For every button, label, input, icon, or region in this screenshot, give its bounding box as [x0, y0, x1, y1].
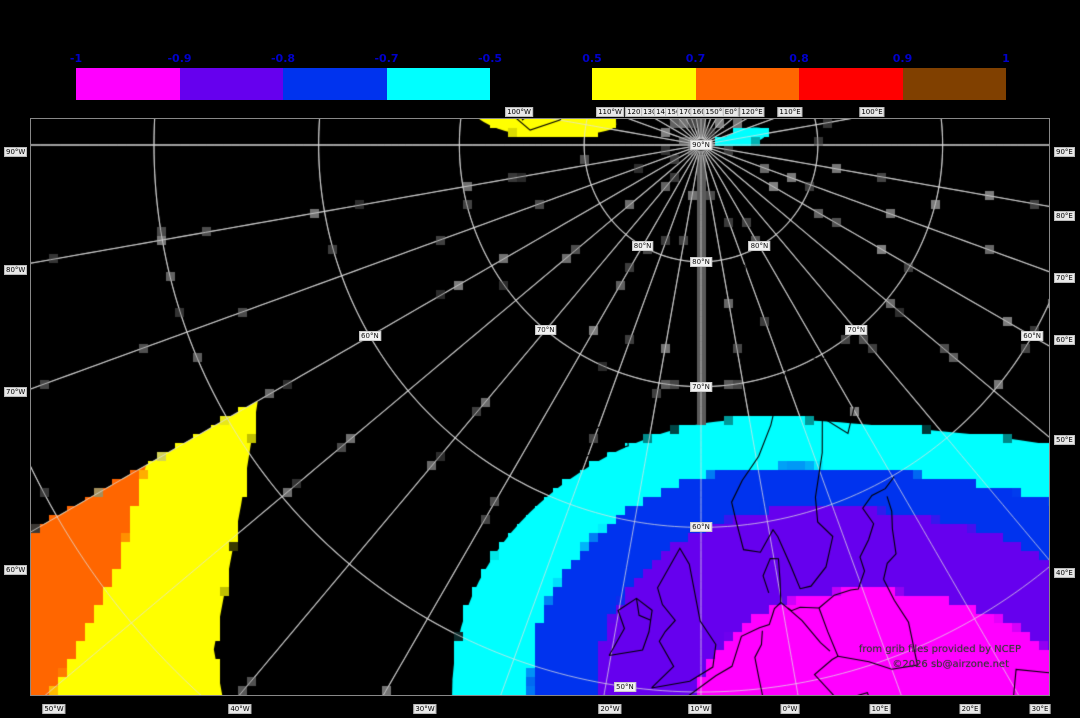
positive-colorbar-segment-2 — [799, 68, 903, 100]
graticule-label-lat-0: 80°N — [631, 241, 654, 252]
positive-tick-2: 0.8 — [789, 52, 809, 65]
positive-colorbar-segment-1 — [695, 68, 799, 100]
axis-label-left-0: 90°W — [4, 147, 28, 157]
axis-label-right-5: 40°E — [1054, 568, 1075, 578]
axis-label-bottom-6: 10°E — [869, 704, 891, 714]
positive-colorbar-segment-0 — [592, 68, 696, 100]
axis-label-bottom-0: 50°W — [42, 704, 66, 714]
axis-label-bottom-1: 40°W — [228, 704, 252, 714]
positive-tick-0: 0.5 — [582, 52, 602, 65]
axis-label-top-1: 110°W — [596, 107, 624, 117]
map-data-canvas — [31, 119, 1049, 695]
graticule-label-lat-8: 60°N — [1021, 331, 1043, 342]
axis-label-bottom-5: 0°W — [780, 704, 800, 714]
negative-colorbar — [76, 68, 490, 100]
axis-label-top-12: 100°E — [859, 107, 885, 117]
graticule-label-lat-4: 70°N — [690, 381, 712, 392]
axis-label-top-11: 110°E — [777, 107, 803, 117]
negative-colorbar-ticks: -1 -0.9 -0.8 -0.7 -0.5 — [70, 52, 502, 66]
axis-label-top-0: 100°W — [505, 107, 533, 117]
positive-colorbar — [592, 68, 1006, 100]
axis-label-right-1: 80°E — [1054, 211, 1075, 221]
negative-tick-2: -0.8 — [270, 52, 296, 65]
attribution-copyright: ©2026 sb@airzone.net — [892, 659, 1009, 670]
axis-label-bottom-3: 20°W — [598, 704, 622, 714]
axis-label-right-4: 50°E — [1054, 435, 1075, 445]
axis-label-top-10: 120°E — [739, 107, 765, 117]
graticule-label-lat-2: 80°N — [748, 241, 771, 252]
negative-colorbar-segment-1 — [179, 68, 283, 100]
axis-label-right-0: 90°E — [1054, 147, 1075, 157]
axis-label-left-1: 80°W — [4, 265, 28, 275]
axis-label-bottom-7: 20°E — [959, 704, 981, 714]
negative-tick-3: -0.7 — [374, 52, 399, 65]
positive-tick-1: 0.7 — [685, 52, 706, 65]
axis-label-bottom-2: 30°W — [413, 704, 437, 714]
negative-colorbar-segment-3 — [386, 68, 490, 100]
axis-label-bottom-4: 10°W — [688, 704, 712, 714]
graticule-label-lat-3: 70°N — [534, 325, 557, 336]
graticule-label-lat-5: 70°N — [845, 325, 868, 336]
graticule-label-lat-6: 60°N — [359, 331, 381, 342]
axis-label-left-3: 60°W — [4, 565, 28, 575]
map-plot-area[interactable]: 90°N 80°N 80°N 80°N 70°N 70°N 70°N 60°N 60°N 60°N… — [30, 118, 1050, 696]
negative-tick-1: -0.9 — [167, 52, 192, 65]
negative-tick-0: -1 — [69, 52, 83, 65]
positive-tick-4: 1 — [1002, 52, 1010, 65]
graticule-label-pole: 90°N — [690, 140, 712, 151]
negative-tick-4: -0.5 — [477, 52, 503, 65]
positive-colorbar-ticks: 0.5 0.7 0.8 0.9 1 — [582, 52, 1010, 66]
axis-label-right-2: 70°E — [1054, 273, 1075, 283]
negative-colorbar-segment-0 — [76, 68, 180, 100]
axis-label-bottom-8: 30°E — [1029, 704, 1051, 714]
graticule-label-lat-1: 80°N — [690, 256, 712, 267]
graticule-label-lat-9: 50°N — [614, 681, 636, 692]
negative-colorbar-segment-2 — [283, 68, 387, 100]
attribution-source: from grib files provided by NCEP — [858, 644, 1021, 655]
axis-label-right-3: 60°E — [1054, 335, 1075, 345]
positive-colorbar-segment-3 — [902, 68, 1006, 100]
graticule-label-lat-7: 60°N — [690, 522, 712, 533]
axis-label-left-2: 70°W — [4, 387, 28, 397]
positive-tick-3: 0.9 — [892, 52, 913, 65]
axis-label-top-9: E0° — [722, 107, 740, 117]
